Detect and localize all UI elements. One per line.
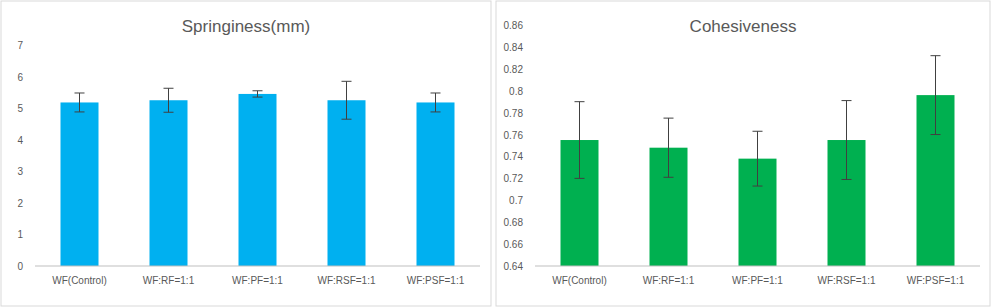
y-tick-label: 0.86 xyxy=(504,20,524,31)
bar xyxy=(61,102,99,266)
error-bar xyxy=(664,118,674,177)
y-tick-label: 4 xyxy=(17,135,23,146)
bar xyxy=(150,100,188,266)
chart-panel: Cohesiveness 0.64 0.66 0.68 0.7 0.72 0.74 0.76 0… xyxy=(496,1,990,306)
y-tick-label: 0 xyxy=(17,261,23,272)
bar xyxy=(328,100,366,266)
x-axis-line xyxy=(535,266,980,267)
x-tick-label: WF(Control) xyxy=(552,275,606,286)
x-tick-label: WF:PF=1:1 xyxy=(232,275,283,286)
y-tick-label: 7 xyxy=(17,40,23,51)
figure: Springiness(mm) 0 1 2 3 4 5 6 7 WF(Control) WF:RF=… xyxy=(0,0,993,308)
x-tick-label: WF:PF=1:1 xyxy=(732,275,783,286)
error-bar xyxy=(75,93,85,112)
chart-title: Cohesiveness xyxy=(690,17,797,36)
chart-title: Springiness(mm) xyxy=(182,17,310,36)
y-tick-label: 6 xyxy=(17,72,23,83)
y-tick-label: 3 xyxy=(17,166,23,177)
y-tick-label: 0.74 xyxy=(504,151,524,162)
y-tick-label: 0.68 xyxy=(504,217,524,228)
x-tick-label: WF:PSF=1:1 xyxy=(407,275,465,286)
chart-panel: Springiness(mm) 0 1 2 3 4 5 6 7 WF(Control) WF:RF=… xyxy=(1,1,491,306)
y-tick-label: 0.66 xyxy=(504,239,524,250)
y-tick-label: 0.78 xyxy=(504,108,524,119)
y-tick-label: 0.84 xyxy=(504,42,524,53)
plot-area xyxy=(61,81,455,266)
y-tick-label: 0.76 xyxy=(504,130,524,141)
y-tick-label: 2 xyxy=(17,198,23,209)
x-tick-label: WF:PSF=1:1 xyxy=(907,275,965,286)
error-bar xyxy=(842,101,852,180)
error-bar xyxy=(931,56,941,135)
y-tick-label: 5 xyxy=(17,103,23,114)
error-bar xyxy=(753,131,763,186)
y-tick-label: 0.64 xyxy=(504,261,524,272)
error-bar xyxy=(342,81,352,119)
y-tick-label: 0.82 xyxy=(504,64,524,75)
x-tick-label: WF:RF=1:1 xyxy=(643,275,695,286)
error-bar xyxy=(253,91,263,97)
y-tick-label: 0.7 xyxy=(509,195,523,206)
error-bar xyxy=(431,93,441,112)
bar xyxy=(239,94,277,266)
y-tick-label: 1 xyxy=(17,229,23,240)
error-bar xyxy=(575,102,585,179)
y-tick-label: 0.72 xyxy=(504,173,524,184)
x-tick-label: WF:RSF=1:1 xyxy=(317,275,376,286)
x-axis-line xyxy=(35,266,480,267)
error-bar xyxy=(164,88,174,112)
plot-area xyxy=(561,56,955,266)
panel-frame xyxy=(496,1,990,306)
y-tick-label: 0.8 xyxy=(509,86,523,97)
x-tick-label: WF:RF=1:1 xyxy=(143,275,195,286)
panel-frame xyxy=(1,1,491,306)
x-tick-label: WF:RSF=1:1 xyxy=(817,275,876,286)
bar xyxy=(417,102,455,266)
x-tick-label: WF(Control) xyxy=(52,275,106,286)
